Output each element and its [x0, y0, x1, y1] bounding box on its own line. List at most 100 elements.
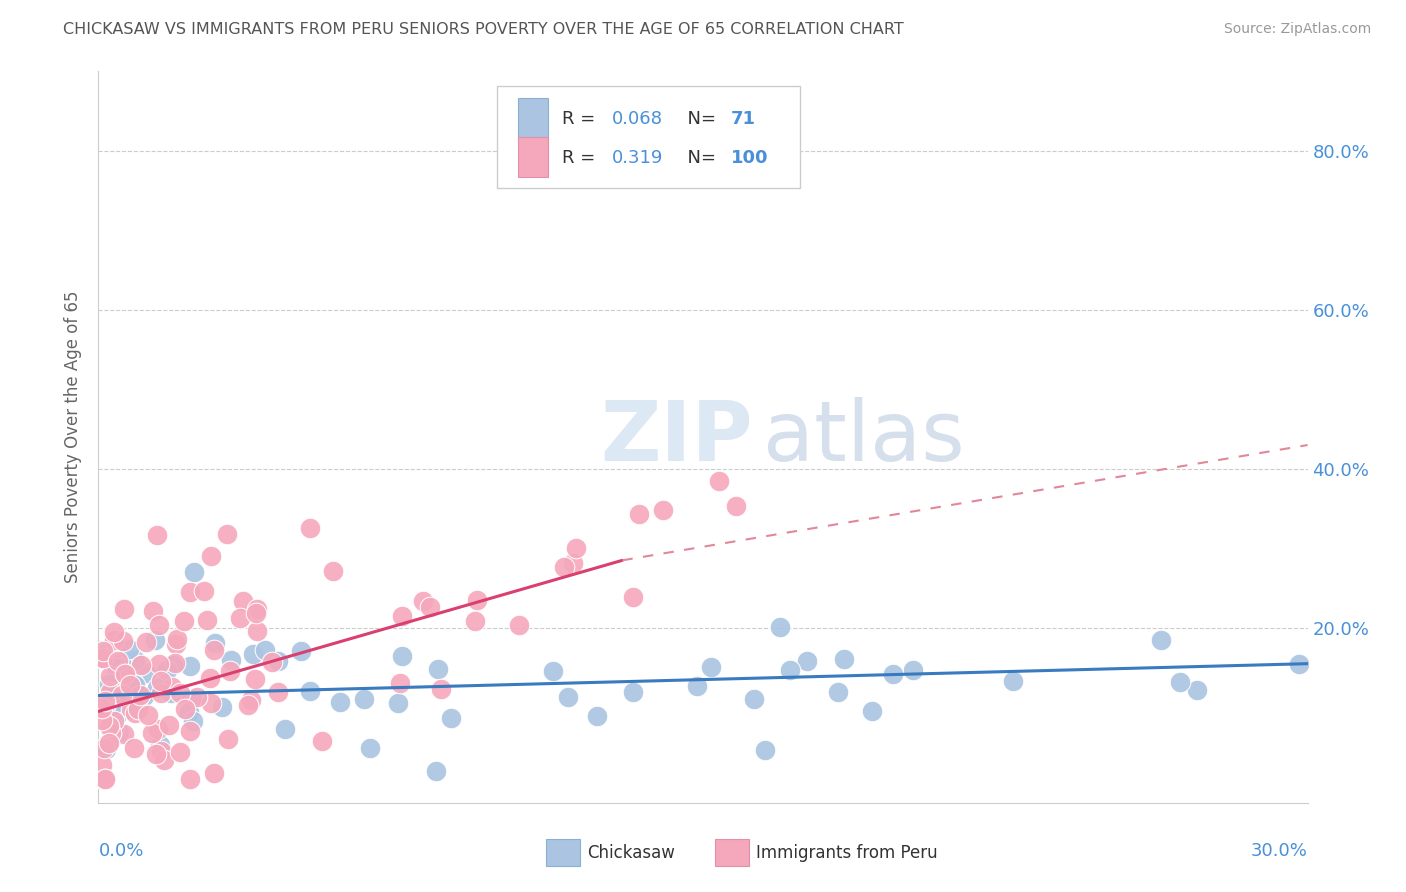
Point [96, 742, 118, 756]
Point [108, 690, 131, 705]
Point [103, 632, 125, 647]
Point [1185, 683, 1208, 698]
Point [135, 634, 157, 648]
Point [122, 702, 145, 716]
Point [114, 666, 136, 681]
Point [100, 725, 122, 739]
Point [236, 698, 259, 713]
FancyBboxPatch shape [716, 838, 749, 866]
Point [311, 734, 333, 748]
Point [200, 549, 222, 563]
Point [200, 696, 222, 710]
Point [389, 676, 412, 690]
Point [562, 556, 585, 570]
Point [91, 757, 114, 772]
Point [124, 740, 146, 755]
Point [93, 772, 115, 786]
Point [195, 613, 218, 627]
Text: 0.0%: 0.0% [98, 842, 143, 860]
Point [177, 705, 200, 719]
Text: 30.0%: 30.0% [1251, 842, 1308, 860]
Point [165, 657, 187, 671]
Point [124, 706, 146, 721]
Point [700, 660, 723, 674]
Point [274, 722, 297, 736]
Point [179, 585, 201, 599]
Point [832, 652, 855, 666]
Point [298, 520, 321, 534]
Point [111, 677, 134, 691]
Point [359, 741, 381, 756]
Text: Immigrants from Peru: Immigrants from Peru [756, 844, 938, 862]
Point [508, 618, 530, 632]
Point [96, 698, 118, 712]
Point [141, 726, 163, 740]
Point [91, 651, 114, 665]
Point [157, 718, 180, 732]
FancyBboxPatch shape [498, 86, 800, 188]
Text: R =: R = [561, 149, 600, 167]
Point [96, 741, 118, 756]
Point [1001, 673, 1024, 688]
Point [412, 594, 434, 608]
FancyBboxPatch shape [546, 838, 579, 866]
Point [246, 624, 269, 639]
Point [105, 661, 128, 675]
Point [246, 601, 269, 615]
Point [118, 678, 141, 692]
Point [112, 665, 135, 680]
Point [1288, 657, 1310, 672]
Point [149, 738, 172, 752]
Point [827, 684, 849, 698]
Point [173, 614, 195, 628]
Point [103, 721, 125, 735]
Point [1168, 675, 1191, 690]
Point [112, 601, 135, 615]
Point [183, 566, 205, 580]
Point [174, 702, 197, 716]
Point [165, 637, 187, 651]
Point [111, 634, 134, 648]
Point [96, 696, 118, 710]
Point [298, 683, 321, 698]
Point [267, 685, 290, 699]
Point [186, 690, 208, 705]
Point [148, 618, 170, 632]
Point [903, 664, 925, 678]
Point [96, 646, 118, 660]
Point [425, 764, 447, 778]
Y-axis label: Seniors Poverty Over the Age of 65: Seniors Poverty Over the Age of 65 [65, 291, 83, 583]
Point [742, 691, 765, 706]
Point [440, 711, 463, 725]
Point [134, 690, 156, 704]
Point [120, 702, 142, 716]
Point [429, 682, 451, 697]
Point [217, 731, 239, 746]
Point [142, 604, 165, 618]
Point [124, 678, 146, 692]
Point [107, 725, 129, 739]
Point [419, 599, 441, 614]
Point [623, 685, 645, 699]
Point [91, 700, 114, 714]
Point [180, 692, 202, 706]
Point [153, 753, 176, 767]
Point [156, 663, 179, 677]
Point [253, 642, 276, 657]
Point [387, 696, 409, 710]
Text: N=: N= [676, 149, 723, 167]
Point [769, 620, 792, 634]
Point [651, 503, 673, 517]
Point [149, 744, 172, 758]
Point [129, 688, 152, 702]
Point [122, 675, 145, 690]
Point [686, 679, 709, 693]
Point [135, 666, 157, 681]
Point [391, 648, 413, 663]
Point [179, 772, 201, 786]
Point [553, 560, 575, 574]
Point [427, 662, 450, 676]
Point [145, 747, 167, 761]
Point [162, 658, 184, 673]
Point [707, 474, 730, 488]
